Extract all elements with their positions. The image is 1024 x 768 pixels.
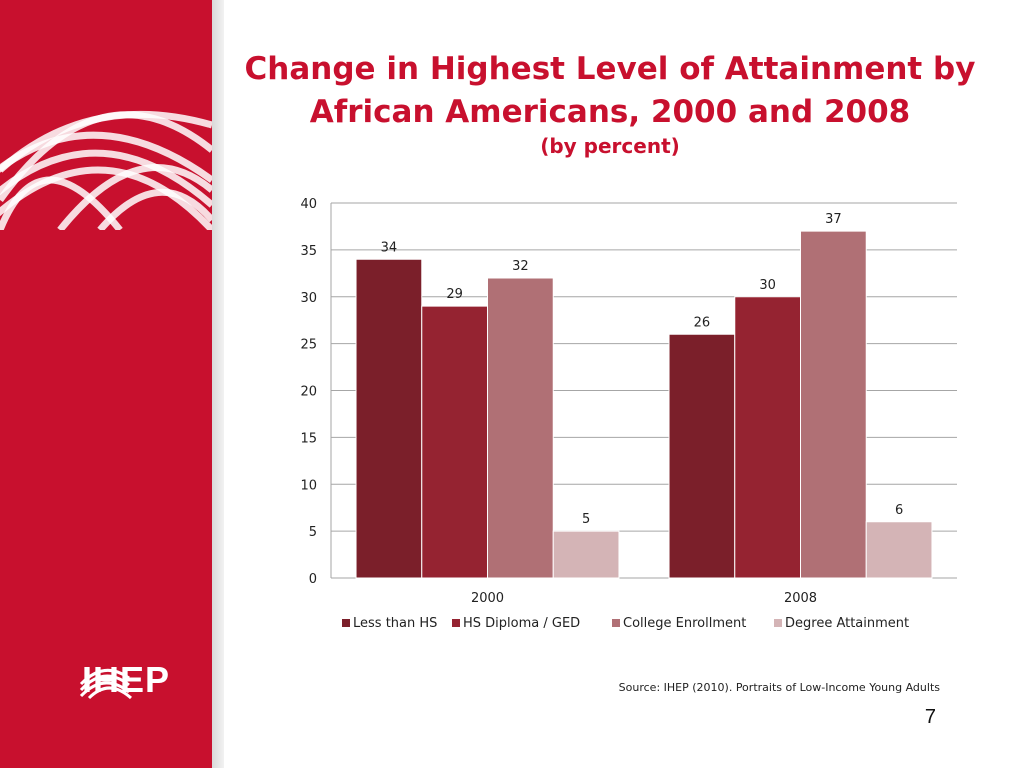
x-tick-label: 2000 xyxy=(471,591,504,606)
bar-chart: 0 5 10 15 20 25 30 35 40 34 29 32 5 2000 26 30 37 6 2008 Le… xyxy=(300,197,957,631)
arches-graphic xyxy=(0,110,212,230)
bar xyxy=(865,521,933,579)
y-tick-label: 15 xyxy=(300,431,317,446)
y-tick-label: 40 xyxy=(300,197,317,212)
title-line-1: Change in Highest Level of Attainment by xyxy=(244,51,976,87)
bar xyxy=(800,230,867,579)
bar xyxy=(552,530,620,579)
legend-swatch xyxy=(774,619,782,627)
slide-subtitle: (by percent) xyxy=(540,134,680,158)
sidebar-panel: IHEP xyxy=(0,0,212,768)
data-label: 37 xyxy=(825,212,842,227)
y-tick-label: 5 xyxy=(309,525,317,540)
data-label: 30 xyxy=(759,278,776,293)
bar xyxy=(355,258,423,579)
source-note: Source: IHEP (2010). Portraits of Low-In… xyxy=(618,681,940,694)
data-label: 5 xyxy=(582,512,590,527)
logo-text: IHEP xyxy=(82,659,171,700)
y-tick-label: 30 xyxy=(300,291,317,306)
y-tick-label: 25 xyxy=(300,338,317,353)
data-label: 26 xyxy=(694,315,711,330)
x-tick-label: 2008 xyxy=(784,591,817,606)
bar xyxy=(668,333,736,579)
legend-label: Less than HS xyxy=(353,616,437,631)
ihep-logo-icon xyxy=(79,668,133,700)
bar xyxy=(734,296,801,579)
data-label: 29 xyxy=(446,287,463,302)
y-tick-label: 10 xyxy=(300,478,317,493)
y-tick-label: 35 xyxy=(300,244,317,259)
data-label: 34 xyxy=(381,240,398,255)
y-tick-label: 20 xyxy=(300,385,317,400)
data-label: 6 xyxy=(895,503,903,518)
legend-swatch xyxy=(612,619,620,627)
title-line-2: African Americans, 2000 and 2008 xyxy=(309,94,911,130)
data-label: 32 xyxy=(512,259,529,274)
legend-label: Degree Attainment xyxy=(785,616,909,631)
legend-swatch xyxy=(342,619,350,627)
legend-swatch xyxy=(452,619,460,627)
page-number: 7 xyxy=(924,706,936,728)
legend-label: HS Diploma / GED xyxy=(463,616,580,631)
bar xyxy=(487,277,554,579)
legend-label: College Enrollment xyxy=(623,616,746,631)
y-tick-label: 0 xyxy=(309,572,317,587)
sidebar-edge xyxy=(212,0,224,768)
slide-title: Change in Highest Level of Attainment by… xyxy=(240,48,980,134)
bar xyxy=(421,305,489,579)
